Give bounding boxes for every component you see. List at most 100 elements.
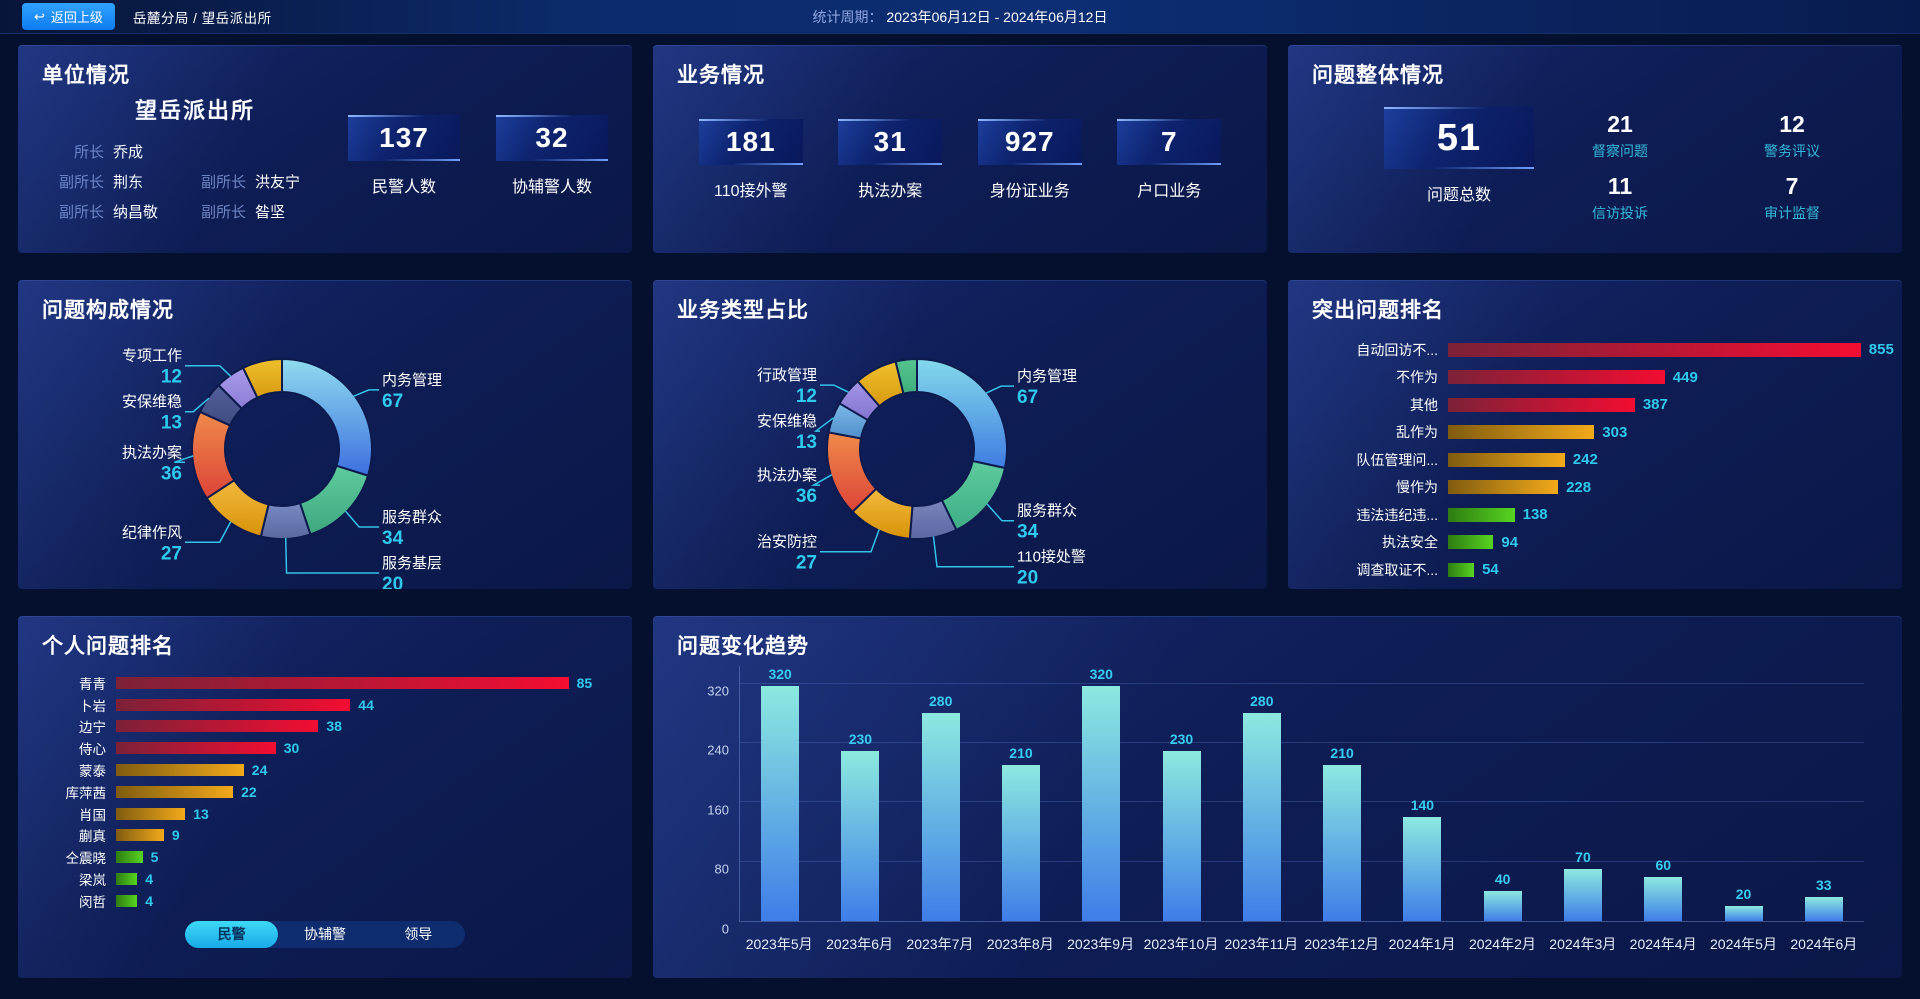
bar[interactable] — [116, 764, 244, 777]
bar[interactable] — [1448, 425, 1595, 440]
bar-row: 闵哲 4 — [42, 890, 608, 912]
problem-trend-bar-chart[interactable]: 0 80 160 240 320 320 230 280 210 320 230 280 210 140 4… — [677, 666, 1878, 952]
bar-value: 4 — [145, 871, 154, 888]
bar[interactable] — [1448, 562, 1475, 577]
trend-bar[interactable] — [1242, 713, 1281, 921]
mini-stat: 12 警务评议 — [1764, 111, 1820, 161]
leader-item: 副所长 荆东 — [52, 171, 180, 192]
stat-value: 927 — [1004, 126, 1055, 157]
bar-category-label: 自动回访不... — [1356, 341, 1438, 358]
bar-value: 9 — [171, 827, 180, 844]
leader-row: 副所长 纳昌敬 副所长 昝坚 — [52, 201, 348, 222]
plot-area[interactable]: 320 230 280 210 320 230 280 210 140 40 70 60 20 33 — [739, 666, 1864, 922]
bar-row: 其他 387 — [1312, 391, 1878, 419]
trend-bar[interactable] — [1001, 765, 1040, 921]
bar-category-label: 调查取证不... — [1356, 561, 1438, 578]
bar[interactable] — [116, 742, 276, 755]
bar-value-label: 320 — [768, 666, 792, 682]
stat-plaque: 927 — [977, 119, 1082, 165]
y-axis-tick-label: 0 — [721, 921, 729, 937]
stat-block: 31 执法办案 — [838, 119, 943, 201]
stat-block: 137 民警人数 — [348, 115, 460, 197]
bar[interactable] — [116, 829, 164, 842]
trend-bar[interactable] — [1082, 686, 1121, 921]
bar[interactable] — [1448, 535, 1494, 550]
bar[interactable] — [116, 676, 569, 689]
mini-stat-label: 警务评议 — [1764, 143, 1820, 159]
donut-segment[interactable] — [298, 464, 370, 536]
gridline — [740, 682, 1864, 684]
bar-track: 855 — [1448, 341, 1894, 358]
trend-bar[interactable] — [1644, 876, 1683, 921]
donut-value: 36 — [161, 463, 182, 484]
bar[interactable] — [1448, 507, 1515, 522]
bar[interactable] — [116, 720, 319, 733]
panel-title: 业务情况 — [677, 64, 765, 87]
leader-item: 所长 乔成 — [52, 141, 180, 162]
donut-segment[interactable] — [916, 357, 1008, 470]
leader-role-label: 所长 — [73, 144, 104, 161]
bar[interactable] — [1448, 452, 1565, 467]
donut-segment[interactable] — [894, 357, 918, 395]
unit-stats: 137 民警人数 32 协辅警人数 — [348, 89, 608, 239]
trend-bar[interactable] — [1563, 869, 1602, 921]
panel-title: 问题构成情况 — [42, 299, 174, 322]
bar-value: 242 — [1572, 451, 1598, 469]
tab-item[interactable]: 协辅警 — [303, 926, 346, 943]
problem-composition-donut-chart[interactable]: 内务管理 67 服务群众 34 服务基层 20 纪律作风 27 执法办案 36 安保维稳 13 专项工作… — [18, 280, 632, 589]
bar-track: 9 — [116, 827, 608, 843]
trend-bar[interactable] — [1162, 750, 1201, 921]
stat-label: 110接外警 — [713, 183, 788, 200]
bar-value: 85 — [576, 674, 593, 691]
trend-bar[interactable] — [1323, 765, 1362, 921]
statistics-period: 统计周期： 2023年06月12日 - 2024年06月12日 — [813, 7, 1108, 27]
x-axis-tick-label: 2024年5月 — [1710, 936, 1777, 952]
bar[interactable] — [116, 851, 143, 864]
bar-category-label: 蒯真 — [79, 829, 106, 845]
leader-item: 副所长 洪友宁 — [194, 171, 322, 192]
tab-item[interactable]: 民警 — [185, 920, 279, 948]
donut-segment[interactable] — [241, 357, 283, 399]
bar-category-label: 肖国 — [79, 807, 106, 823]
leader-role-label: 副所长 — [200, 174, 246, 191]
bar[interactable] — [116, 807, 186, 820]
outstanding-problems-bar-chart[interactable]: 自动回访不... 855 不作为 449 其他 387 乱作为 303 队伍管理问... 242 慢… — [1312, 336, 1894, 584]
bar-value-label: 230 — [848, 730, 873, 747]
tab-item[interactable]: 领导 — [404, 926, 433, 943]
bar[interactable] — [1448, 342, 1861, 357]
trend-bar[interactable] — [1403, 817, 1442, 921]
donut-segment[interactable] — [281, 357, 373, 477]
bar-column: 60 — [1623, 666, 1703, 921]
panel-title: 问题变化趋势 — [677, 635, 809, 658]
trend-bar[interactable] — [761, 686, 800, 921]
bar[interactable] — [1448, 397, 1635, 412]
bar[interactable] — [1448, 480, 1559, 495]
bar-row: 梁岚 4 — [42, 868, 608, 890]
bar[interactable] — [116, 785, 234, 798]
business-type-donut-chart[interactable]: 内务管理 67 服务群众 34 110接处警 20 治安防控 27 执法办案 36 安保维稳 13 行政… — [653, 280, 1267, 589]
panel-unit-info: 单位情况 望岳派出所 所长 乔成 副所长 荆东 副所长 洪友宁 副所长 纳昌敬 副所长 昝坚 13… — [18, 45, 632, 253]
personal-problems-bar-chart[interactable]: 青青 85 卜岩 44 边宁 38 侍心 30 蒙泰 24 库萍茜 22 肖国 13 蒯真 9 仝震晓 5 梁岚 4 闵… — [42, 672, 608, 912]
dashboard-grid: 单位情况 望岳派出所 所长 乔成 副所长 荆东 副所长 洪友宁 副所长 纳昌敬 副所长 昝坚 13… — [0, 34, 1920, 978]
bar-value-label: 230 — [1169, 730, 1194, 747]
donut-label-leader-line — [185, 397, 210, 413]
stat-value: 51 — [1436, 116, 1482, 159]
bar-track: 13 — [116, 806, 608, 822]
bar-value: 5 — [150, 849, 159, 866]
bar[interactable] — [116, 873, 138, 886]
donut-value: 67 — [382, 391, 403, 412]
bar-column: 20 — [1703, 666, 1783, 921]
trend-bar[interactable] — [1483, 891, 1522, 921]
bar[interactable] — [116, 894, 138, 907]
breadcrumb[interactable]: 岳麓分局 / 望岳派出所 — [132, 10, 272, 26]
bar-value: 138 — [1522, 506, 1548, 524]
bar-row: 侍心 30 — [42, 737, 608, 759]
trend-bar[interactable] — [1724, 906, 1763, 921]
trend-bar[interactable] — [841, 750, 880, 921]
back-button[interactable]: ↩ 返回上级 — [22, 3, 115, 30]
bar[interactable] — [116, 698, 351, 711]
stat-plaque: 181 — [698, 119, 803, 165]
trend-bar[interactable] — [1804, 896, 1843, 921]
trend-bar[interactable] — [921, 713, 960, 921]
bar[interactable] — [1448, 370, 1665, 385]
